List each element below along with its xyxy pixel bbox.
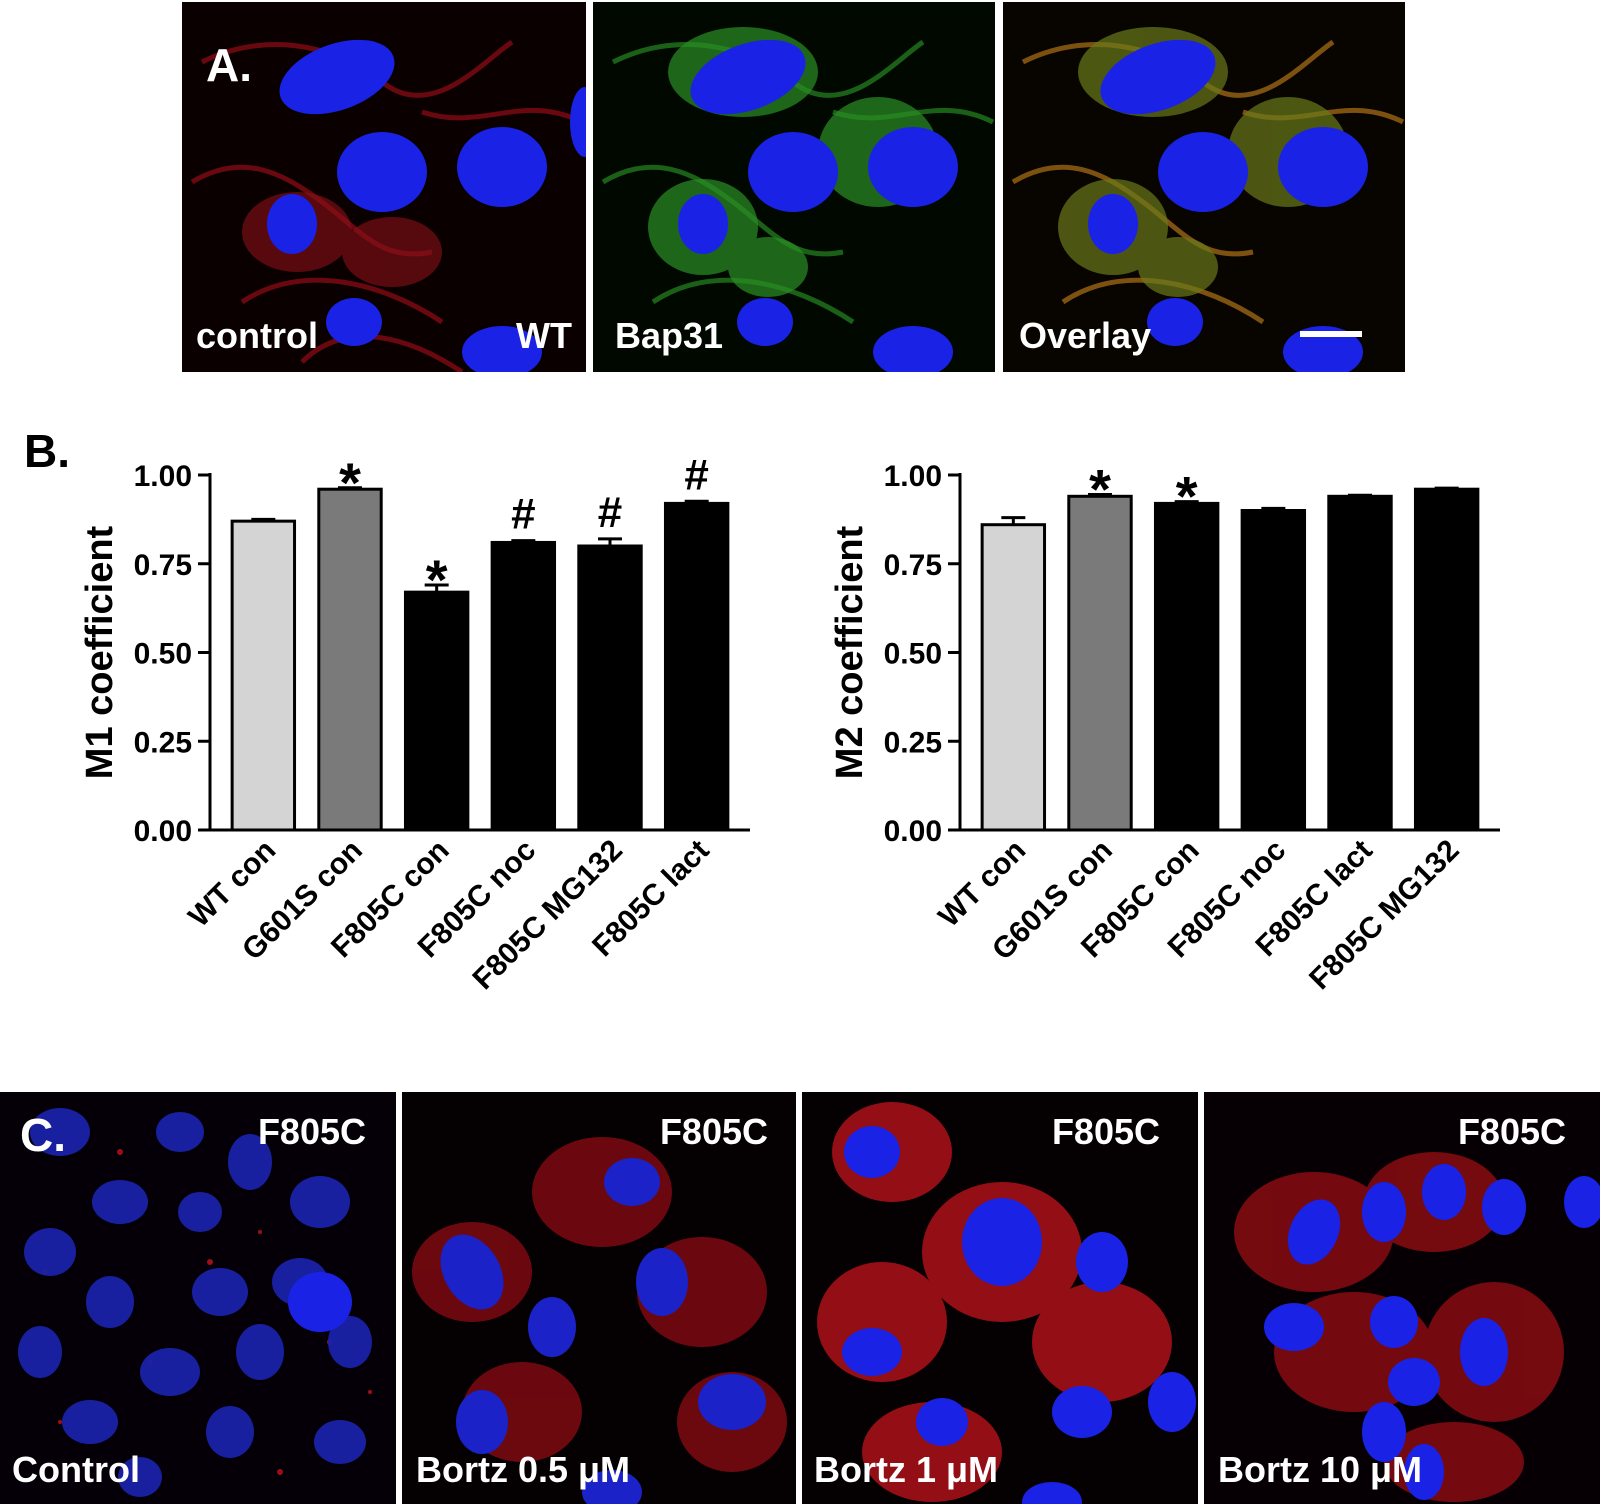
panel-c-label-top-1: F805C	[257, 1111, 366, 1152]
category-label: F805C MG132	[466, 834, 628, 996]
panel-b-letter: B.	[24, 425, 70, 477]
panel-a-label-wt: WT	[516, 315, 572, 356]
micrograph-overlay	[1003, 2, 1405, 372]
micrograph-f805c-bortz-0-5	[402, 1092, 796, 1504]
chart-m1-coefficient: M1 coefficient 0.00 0.25 0.50 0.75 1.00 WT con…	[60, 440, 780, 1080]
bar	[317, 487, 383, 832]
panel-c-image-control: F805C Control	[0, 1092, 396, 1504]
bar	[1153, 501, 1220, 832]
panel-a-label-bap31: Bap31	[615, 315, 724, 356]
micrograph-f805c-bortz-10	[1204, 1092, 1600, 1504]
y-axis-label: M2 coefficient	[829, 525, 871, 779]
panel-a-label-overlay: Overlay	[1019, 315, 1152, 356]
y-tick-label: 0.50	[884, 638, 942, 671]
category-label: F805C MG132	[1303, 834, 1465, 996]
y-axis-label: M1 coefficient	[79, 525, 121, 779]
panel-c-label-bottom-4: Bortz 10 μM	[1218, 1449, 1423, 1490]
y-tick-label: 0.00	[884, 815, 942, 848]
bar	[1067, 494, 1133, 832]
bar	[1327, 494, 1393, 832]
y-tick-label: 0.75	[884, 549, 942, 582]
micrograph-green-channel	[593, 2, 995, 372]
significance-mark: *	[339, 451, 361, 514]
panel-a-letter: A.	[206, 39, 252, 91]
micrograph-f805c-bortz-1	[802, 1092, 1198, 1504]
panel-a-label-control: control	[196, 315, 318, 356]
y-tick-label: 0.50	[134, 638, 192, 671]
panel-c-label-top-2: F805C	[659, 1111, 768, 1152]
bar	[1413, 487, 1480, 832]
y-tick-label: 0.25	[134, 726, 192, 759]
bar	[403, 590, 470, 832]
panel-c-image-bortz-10: F805C Bortz 10 μM	[1204, 1092, 1600, 1504]
significance-mark: *	[1089, 458, 1111, 521]
bar	[663, 501, 730, 832]
panel-c-letter: C.	[20, 1109, 66, 1161]
panel-c-image-bortz-0-5: F805C Bortz 0.5 μM	[402, 1092, 796, 1504]
y-tick-label: 0.75	[134, 549, 192, 582]
significance-mark: #	[598, 488, 622, 537]
significance-mark: #	[511, 490, 535, 539]
chart-m2-coefficient: M2 coefficient 0.00 0.25 0.50 0.75 1.00 WT con…	[810, 440, 1530, 1080]
y-tick-label: 1.00	[884, 460, 942, 493]
bar	[490, 540, 557, 832]
panel-c-label-bottom-1: Control	[12, 1449, 140, 1490]
scale-bar	[1300, 331, 1362, 337]
y-tick-label: 1.00	[134, 460, 192, 493]
panel-c-label-bottom-2: Bortz 0.5 μM	[416, 1449, 631, 1490]
micrograph-red-channel	[182, 2, 586, 372]
y-tick-label: 0.25	[884, 726, 942, 759]
significance-mark: *	[1176, 465, 1198, 528]
bar	[1240, 509, 1307, 832]
bar	[980, 523, 1047, 832]
significance-mark: *	[426, 548, 448, 611]
bar	[577, 544, 643, 832]
panel-c-image-bortz-1: F805C Bortz 1 μM	[802, 1092, 1198, 1504]
panel-a-image-control: control WT	[182, 2, 586, 372]
panel-a-image-overlay: Overlay	[1003, 2, 1405, 372]
y-tick-label: 0.00	[134, 815, 192, 848]
panel-c-label-top-4: F805C	[1457, 1111, 1566, 1152]
panel-c-label-top-3: F805C	[1051, 1111, 1160, 1152]
micrograph-f805c-control	[0, 1092, 396, 1504]
significance-mark: #	[684, 450, 708, 499]
panel-a-image-bap31: Bap31	[593, 2, 995, 372]
bar	[230, 519, 297, 832]
panel-c-label-bottom-3: Bortz 1 μM	[814, 1449, 999, 1490]
